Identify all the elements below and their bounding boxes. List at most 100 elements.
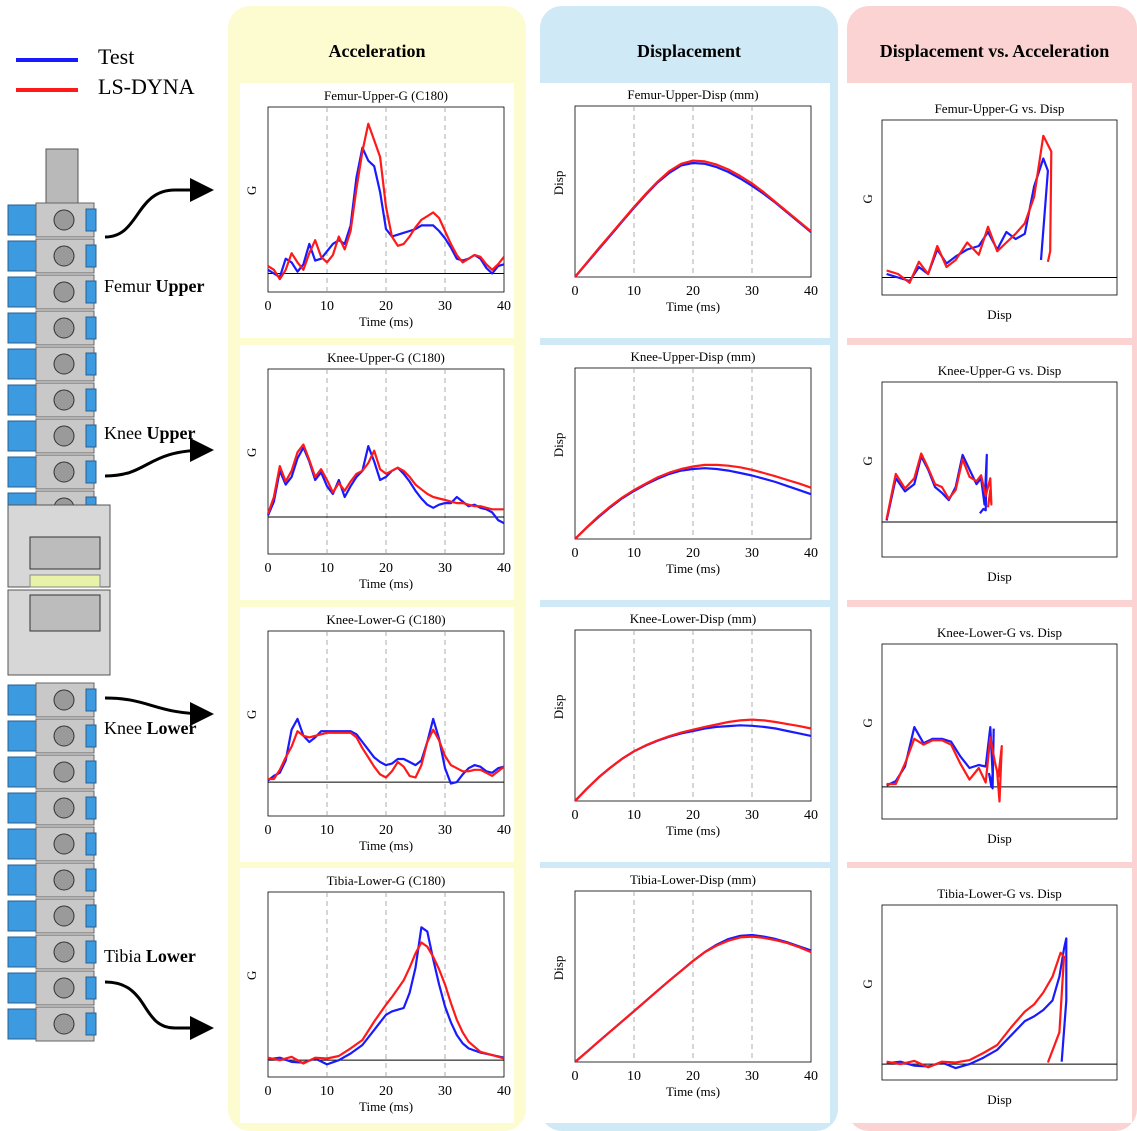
x-tick-label: 0 — [265, 1084, 272, 1099]
chart-panel: Femur-Upper-Disp (mm) 0 10 20 30 40 Time (ms) D… — [533, 83, 830, 338]
x-tick-label: 10 — [320, 823, 334, 838]
chart-svg: Femur-Upper-G (C180) 0 10 20 30 40 Time (ms) G — [244, 88, 511, 329]
series-test-line — [574, 724, 812, 802]
x-tick-label: 10 — [320, 299, 334, 314]
x-tick-label: 0 — [265, 561, 272, 576]
x-axis-label: Disp — [987, 307, 1012, 322]
knee-gap — [29, 574, 101, 588]
x-axis-label: Time (ms) — [666, 561, 720, 576]
chart-title: Knee-Upper-G vs. Disp — [938, 363, 1062, 378]
series-lsdyna-line — [267, 122, 505, 281]
x-tick-label: 0 — [265, 299, 272, 314]
y-axis-label: G — [860, 456, 875, 465]
knee-plate-upper — [29, 536, 101, 570]
chart-panel: Tibia-Lower-G vs. Disp Disp G — [839, 868, 1132, 1123]
legend-lsdyna-line — [16, 88, 78, 92]
dummy-blue-block — [7, 864, 41, 896]
x-axis-label: Disp — [987, 831, 1012, 846]
plot-frame — [881, 643, 1118, 820]
y-axis-label: G — [244, 186, 259, 195]
x-tick-label: 0 — [265, 823, 272, 838]
dummy-segment — [7, 1006, 97, 1042]
dummy-ball — [53, 353, 75, 375]
dummy-ball — [53, 245, 75, 267]
dummy-segment — [7, 718, 97, 754]
dummy-segment — [7, 862, 97, 898]
chart-panel: Femur-Upper-G (C180) 0 10 20 30 40 Time (ms) G — [240, 83, 514, 338]
x-axis-label: Time (ms) — [359, 838, 413, 853]
chart-panel: Knee-Upper-Disp (mm) 0 10 20 30 40 Time (ms) Di… — [533, 345, 830, 600]
x-tick-label: 30 — [745, 284, 759, 299]
chart-svg: Knee-Upper-Disp (mm) 0 10 20 30 40 Time (ms) Di… — [551, 349, 818, 576]
x-tick-label: 40 — [497, 823, 511, 838]
x-tick-label: 40 — [804, 808, 818, 823]
x-tick-label: 20 — [379, 299, 393, 314]
dummy-segment — [7, 346, 97, 382]
dummy-ball — [53, 281, 75, 303]
dummy-top-bracket — [45, 148, 79, 205]
y-axis-label: G — [860, 718, 875, 727]
knee-plate-lower — [29, 594, 101, 632]
dummy-side-block — [85, 316, 97, 340]
dummy-side-block — [85, 940, 97, 964]
chart-panel: Knee-Lower-G vs. Disp Disp G — [839, 607, 1132, 862]
series-lsdyna-line — [267, 941, 505, 1065]
dummy-segment — [7, 970, 97, 1006]
dummy-blue-block — [7, 684, 41, 716]
x-tick-label: 40 — [804, 1069, 818, 1084]
chart-title: Femur-Upper-Disp (mm) — [627, 87, 758, 102]
x-tick-label: 30 — [438, 561, 452, 576]
dummy-blue-block — [7, 936, 41, 968]
series-lsdyna-line — [268, 728, 505, 781]
legend-test-line — [16, 58, 78, 62]
dummy-side-block — [85, 352, 97, 376]
x-tick-label: 0 — [572, 1069, 579, 1084]
displacement-column-title: Displacement — [637, 41, 741, 61]
dummy-blue-block — [7, 420, 41, 452]
series-lsdyna-line — [266, 443, 504, 515]
y-axis-label: Disp — [551, 171, 566, 196]
dummy-ball — [53, 725, 75, 747]
dummy-ball — [53, 797, 75, 819]
dummy-blue-block — [7, 720, 41, 752]
dummy-segment — [7, 454, 97, 490]
dummy-segment — [7, 202, 97, 238]
x-tick-label: 20 — [379, 561, 393, 576]
x-axis-label: Time (ms) — [666, 823, 720, 838]
dummy-side-block — [85, 688, 97, 712]
location-arrows — [104, 178, 214, 1040]
x-tick-label: 40 — [804, 284, 818, 299]
dummy-side-block — [85, 760, 97, 784]
dummy-ball — [53, 761, 75, 783]
chart-panel: Knee-Upper-G (C180) 0 10 20 30 40 Time (ms) G — [240, 345, 514, 600]
dummy-side-block — [85, 868, 97, 892]
chart-title: Knee-Lower-G vs. Disp — [937, 625, 1062, 640]
dummy-blue-block — [7, 900, 41, 932]
series-lsdyna-line — [886, 134, 1053, 284]
x-axis-label: Time (ms) — [359, 1099, 413, 1114]
x-tick-label: 40 — [497, 299, 511, 314]
dummy-segment — [7, 826, 97, 862]
dummy-blue-block — [7, 312, 41, 344]
y-axis-label: Disp — [551, 695, 566, 720]
dummy-side-block — [85, 1012, 97, 1036]
dummy-side-block — [85, 796, 97, 820]
chart-panel: Tibia-Lower-Disp (mm) 0 10 20 30 40 Time (ms) D… — [533, 868, 830, 1123]
series-test-line — [885, 453, 988, 521]
x-axis-label: Disp — [987, 569, 1012, 584]
series-test-line — [886, 157, 1049, 283]
dummy-blue-block — [7, 240, 41, 272]
chart-panel: Knee-Lower-Disp (mm) 0 10 20 30 40 Time (ms) Di… — [533, 607, 830, 862]
chart-title: Knee-Upper-Disp (mm) — [630, 349, 755, 364]
x-tick-label: 40 — [497, 561, 511, 576]
series-lsdyna-line — [886, 951, 1066, 1069]
series-test-line — [267, 926, 505, 1066]
dummy-leg-illustration — [7, 148, 111, 1042]
dummy-blue-block — [7, 756, 41, 788]
dummy-segment — [7, 274, 97, 310]
series-test-line — [886, 937, 1068, 1070]
y-axis-label: G — [244, 710, 259, 719]
dummy-ball — [53, 461, 75, 483]
chart-panel: Tibia-Lower-G (C180) 0 10 20 30 40 Time (ms) G — [240, 868, 514, 1123]
chart-svg: Tibia-Lower-G vs. Disp Disp G — [860, 886, 1118, 1107]
